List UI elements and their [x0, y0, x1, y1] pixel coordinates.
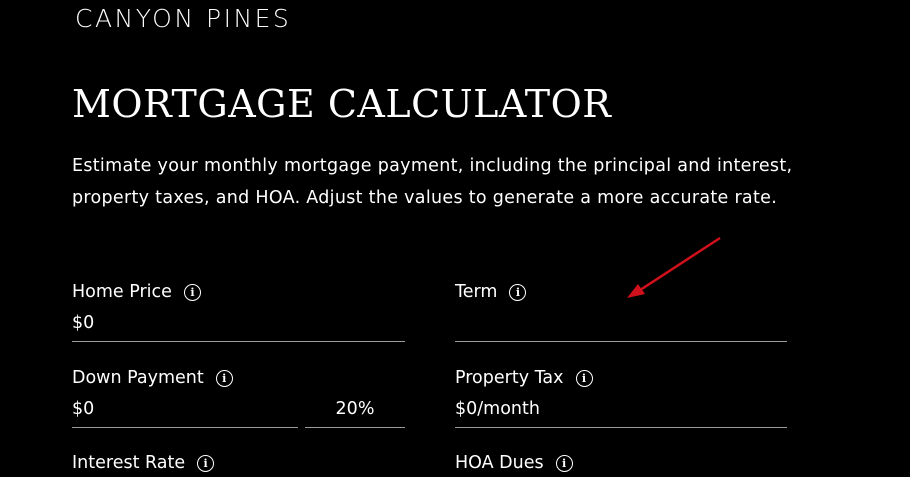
term-field: Term i: [455, 280, 787, 342]
info-icon[interactable]: i: [575, 369, 593, 387]
page-title: MORTGAGE CALCULATOR: [72, 82, 612, 126]
property-tax-input[interactable]: [455, 397, 787, 428]
hoa-dues-field: HOA Dues i: [455, 451, 573, 475]
term-label: Term: [455, 282, 498, 302]
home-price-input[interactable]: [72, 311, 405, 342]
info-icon[interactable]: i: [509, 283, 527, 301]
info-icon[interactable]: i: [555, 454, 573, 472]
brand-logo[interactable]: CANYON PINES: [75, 4, 292, 33]
term-input[interactable]: [455, 311, 787, 342]
down-payment-input[interactable]: [72, 397, 298, 428]
property-tax-label: Property Tax: [455, 368, 564, 388]
info-icon[interactable]: i: [183, 283, 201, 301]
description: Estimate your monthly mortgage payment, …: [72, 156, 793, 208]
info-icon[interactable]: i: [197, 454, 215, 472]
home-price-label: Home Price: [72, 282, 172, 302]
home-price-field: Home Price i: [72, 280, 405, 342]
info-icon[interactable]: i: [215, 369, 233, 387]
hoa-dues-label: HOA Dues: [455, 453, 544, 473]
down-payment-percent-input[interactable]: [305, 397, 405, 428]
interest-rate-label: Interest Rate: [72, 453, 186, 473]
down-payment-field: Down Payment i: [72, 366, 405, 428]
interest-rate-field: Interest Rate i: [72, 451, 215, 475]
down-payment-label: Down Payment: [72, 368, 204, 388]
property-tax-field: Property Tax i: [455, 366, 787, 428]
